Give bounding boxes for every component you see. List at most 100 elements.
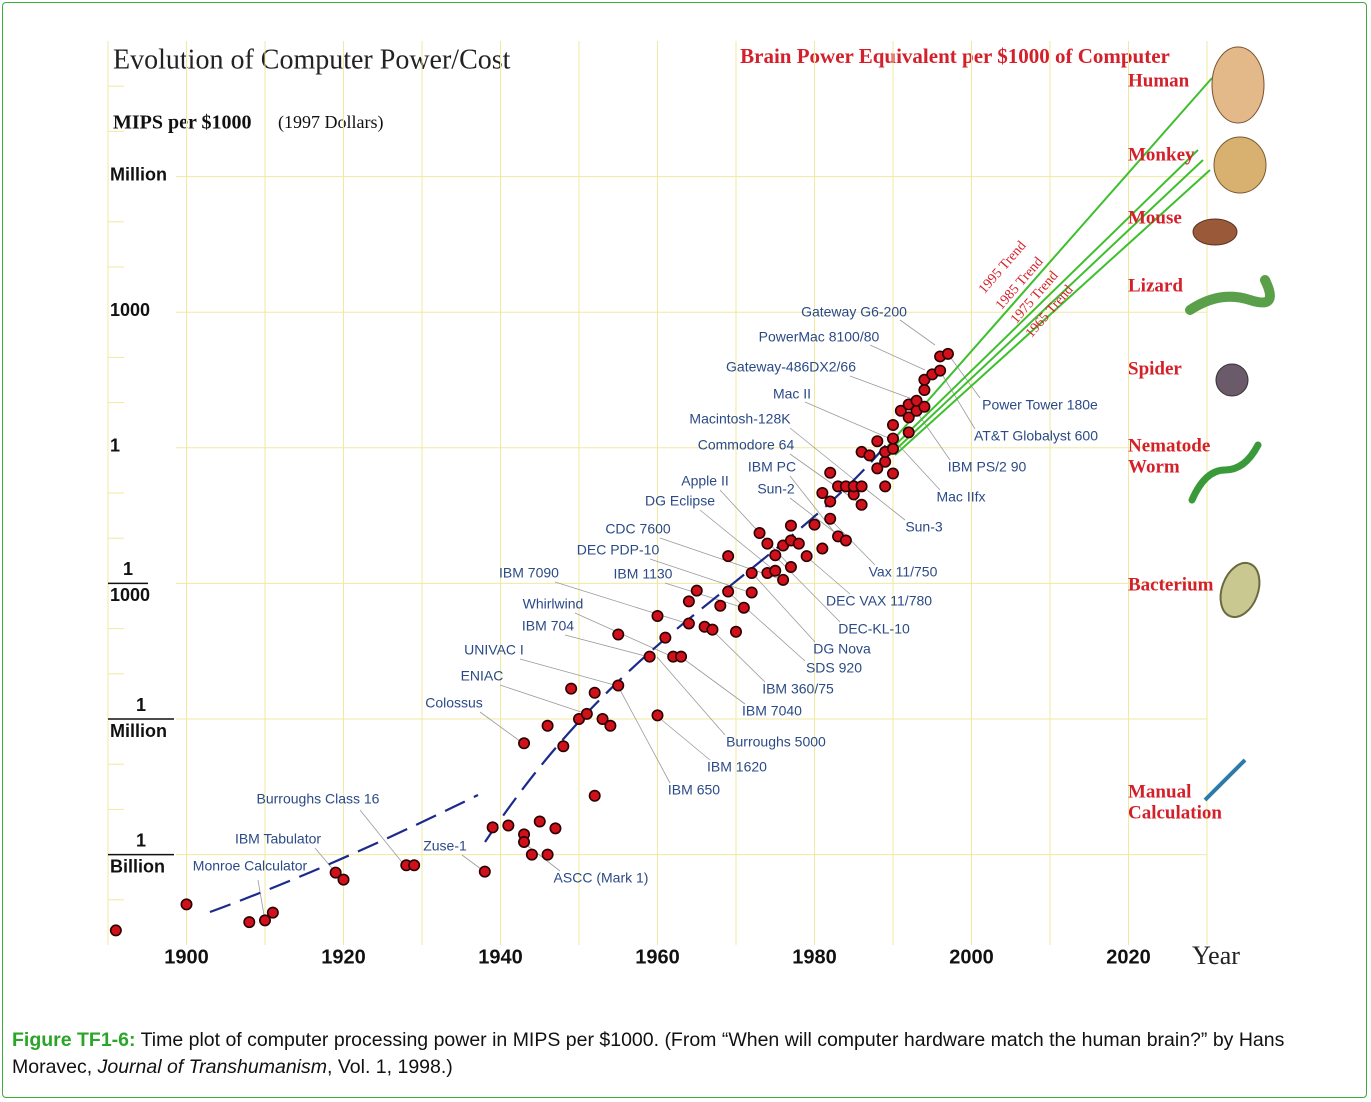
data-point [604, 719, 617, 732]
leader-line [711, 629, 766, 683]
data-point [109, 924, 122, 937]
data-point [784, 561, 797, 574]
data-point [792, 537, 805, 550]
chart: Evolution of Computer Power/Cost MIPS pe… [107, 41, 1275, 970]
leader-line [892, 438, 941, 491]
monkey-icon [1213, 136, 1267, 194]
data-point [706, 623, 719, 636]
x-tick-label: 1960 [635, 946, 680, 968]
machine-label: Burroughs Class 16 [257, 791, 380, 807]
machine-label: Burroughs 5000 [726, 734, 826, 750]
data-point [486, 821, 499, 834]
caption-text: , Vol. 1, 1998.) [327, 1056, 453, 1078]
machine-label: CDC 7600 [605, 521, 671, 537]
brain-label: Calculation [1128, 802, 1222, 823]
machine-label: AT&T Globalyst 600 [974, 428, 1098, 444]
y-tick-label: 1 [110, 436, 120, 456]
leader-line [727, 591, 806, 662]
brain-label: Spider [1128, 358, 1182, 379]
brain-label: Worm [1128, 456, 1180, 477]
data-point [934, 364, 947, 377]
data-point [714, 599, 727, 612]
data-point [879, 455, 892, 468]
data-point [777, 573, 790, 586]
data-point [502, 819, 515, 832]
machine-label: DG Eclipse [645, 493, 715, 509]
leader-line [849, 375, 916, 401]
data-point [180, 898, 193, 911]
data-point [612, 679, 625, 692]
leader-line [649, 558, 753, 594]
data-point [745, 566, 758, 579]
data-point [769, 549, 782, 562]
machine-label: IBM PS/2 90 [948, 459, 1027, 475]
machine-label: ENIAC [461, 668, 504, 684]
leader-line [804, 401, 894, 441]
brain-label: Nematode [1128, 435, 1210, 456]
data-point [816, 486, 829, 499]
data-point [266, 906, 279, 919]
data-point [824, 466, 837, 479]
data-point [478, 865, 491, 878]
data-point [541, 848, 554, 861]
leader-line [789, 427, 863, 487]
right-title: Brain Power Equivalent per $1000 of Comp… [740, 44, 1170, 68]
x-tick-label: 2000 [949, 946, 994, 968]
leader-line [479, 711, 525, 745]
data-point [871, 462, 884, 475]
machine-label: ASCC (Mark 1) [554, 870, 649, 886]
data-point [408, 859, 421, 872]
data-point [894, 404, 907, 417]
machine-label: IBM 1620 [707, 759, 767, 775]
x-tick-label: 2020 [1106, 946, 1151, 968]
data-point [682, 617, 695, 630]
trend-line [894, 169, 1211, 456]
machine-label: Gateway-486DX2/66 [726, 359, 856, 375]
data-point [243, 916, 256, 929]
machine-label: Apple II [681, 473, 728, 489]
machine-label: SDS 920 [806, 660, 862, 676]
leader-line [523, 842, 561, 872]
data-point [886, 467, 899, 480]
machine-label: DG Nova [813, 641, 871, 657]
data-point [549, 822, 562, 835]
leader-line [806, 556, 851, 595]
y-tick-label: 1 [123, 559, 133, 579]
machine-label: Sun-2 [757, 481, 795, 497]
caption-text: Time plot of computer processing power i… [12, 1029, 1285, 1078]
lizard-icon [1185, 275, 1275, 315]
y-tick-label: 1 [136, 695, 146, 715]
data-point [722, 585, 735, 598]
leader-line [947, 353, 981, 399]
y-tick-label: 1 [136, 830, 146, 850]
data-point [918, 400, 931, 413]
brain-label: Lizard [1128, 275, 1183, 296]
data-point [580, 707, 593, 720]
data-point [902, 426, 915, 439]
leader-line [915, 410, 951, 461]
data-point [902, 411, 915, 424]
data-point [855, 480, 868, 493]
leader-line [680, 656, 746, 705]
leader-line [774, 555, 841, 623]
bacterium-icon [1219, 561, 1261, 619]
data-point [824, 512, 837, 525]
machine-label: IBM 650 [668, 782, 720, 798]
machine-label: IBM Tabulator [235, 831, 321, 847]
x-tick-label: 1940 [478, 946, 523, 968]
y-tick-label: Million [110, 164, 167, 184]
data-point [855, 498, 868, 511]
y-tick-label: 1000 [110, 585, 150, 605]
leader-line [656, 656, 726, 736]
data-point [690, 584, 703, 597]
leader-line [861, 485, 906, 521]
data-point [871, 435, 884, 448]
data-point [659, 631, 672, 644]
brain-label: Human [1128, 70, 1190, 91]
trend-line [884, 149, 1199, 456]
y-tick-label: Million [110, 721, 167, 741]
data-point [643, 650, 656, 663]
machine-label: IBM PC [748, 459, 796, 475]
data-point [518, 836, 531, 849]
